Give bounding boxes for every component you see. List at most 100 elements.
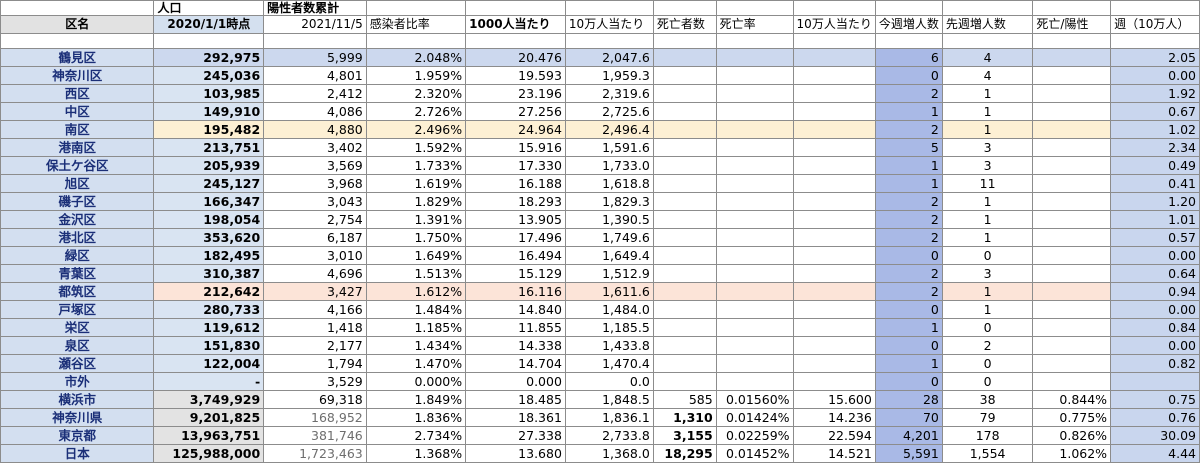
- population-cell[interactable]: 292,975: [153, 48, 265, 67]
- death-positive-ratio-cell[interactable]: [1032, 174, 1112, 193]
- last-week-increase-cell[interactable]: 1: [941, 102, 1034, 121]
- death-positive-ratio-cell[interactable]: [1032, 372, 1112, 391]
- per-100k-cell[interactable]: 1,368.0: [564, 444, 654, 463]
- per-1000-cell[interactable]: 17.496: [465, 228, 566, 247]
- population-cell[interactable]: 9,201,825: [153, 408, 265, 427]
- district-name-cell[interactable]: 南区: [0, 120, 155, 139]
- per-1000-cell[interactable]: 18.485: [465, 390, 566, 409]
- header-district-name[interactable]: 区名: [0, 15, 155, 34]
- deaths-per-100k-cell[interactable]: [792, 228, 876, 247]
- last-week-increase-cell[interactable]: 3: [941, 156, 1034, 175]
- per-100k-cell[interactable]: 1,591.6: [564, 138, 654, 157]
- this-week-increase-cell[interactable]: 1: [874, 174, 943, 193]
- death-rate-cell[interactable]: [715, 102, 794, 121]
- cumulative-positives-cell[interactable]: 1,723,463: [263, 444, 367, 463]
- infection-ratio-cell[interactable]: 0.000%: [365, 372, 467, 391]
- header-deaths-per-100k[interactable]: 10万人当たり: [792, 15, 876, 34]
- header-deaths[interactable]: 死亡者数: [652, 15, 717, 34]
- per-1000-cell[interactable]: 19.593: [465, 66, 566, 85]
- deaths-per-100k-cell[interactable]: 14.236: [792, 408, 876, 427]
- per-1000-cell[interactable]: 15.129: [465, 264, 566, 283]
- cumulative-positives-cell[interactable]: 4,166: [263, 300, 367, 319]
- death-positive-ratio-cell[interactable]: [1032, 246, 1112, 265]
- deaths-per-100k-cell[interactable]: [792, 120, 876, 139]
- per-100k-cell[interactable]: 1,836.1: [564, 408, 654, 427]
- cumulative-positives-cell[interactable]: 168,952: [263, 408, 367, 427]
- weekly-per-100k-cell[interactable]: 0.00: [1110, 246, 1200, 265]
- per-1000-cell[interactable]: 14.704: [465, 354, 566, 373]
- district-name-cell[interactable]: 瀬谷区: [0, 354, 155, 373]
- population-cell[interactable]: 280,733: [153, 300, 265, 319]
- header-top-deaths-per-100k[interactable]: [792, 0, 876, 16]
- this-week-increase-cell[interactable]: 1: [874, 354, 943, 373]
- this-week-increase-cell[interactable]: 28: [874, 390, 943, 409]
- district-name-cell[interactable]: 旭区: [0, 174, 155, 193]
- district-name-cell[interactable]: 日本: [0, 444, 155, 463]
- infection-ratio-cell[interactable]: 1.612%: [365, 282, 467, 301]
- per-1000-cell[interactable]: 20.476: [465, 48, 566, 67]
- district-name-cell[interactable]: 栄区: [0, 318, 155, 337]
- death-rate-cell[interactable]: 0.02259%: [715, 426, 794, 445]
- header-top-per-1000[interactable]: [465, 0, 566, 16]
- cumulative-positives-cell[interactable]: 2,177: [263, 336, 367, 355]
- last-week-increase-cell[interactable]: 178: [941, 426, 1034, 445]
- death-positive-ratio-cell[interactable]: [1032, 66, 1112, 85]
- per-100k-cell[interactable]: 1,959.3: [564, 66, 654, 85]
- last-week-increase-cell[interactable]: 0: [941, 354, 1034, 373]
- infection-ratio-cell[interactable]: 1.391%: [365, 210, 467, 229]
- death-rate-cell[interactable]: [715, 354, 794, 373]
- death-positive-ratio-cell[interactable]: [1032, 120, 1112, 139]
- deaths-cell[interactable]: [652, 282, 717, 301]
- deaths-cell[interactable]: [652, 318, 717, 337]
- last-week-increase-cell[interactable]: 11: [941, 174, 1034, 193]
- per-100k-cell[interactable]: 1,848.5: [564, 390, 654, 409]
- death-positive-ratio-cell[interactable]: [1032, 300, 1112, 319]
- this-week-increase-cell[interactable]: 1: [874, 102, 943, 121]
- infection-ratio-cell[interactable]: 1.619%: [365, 174, 467, 193]
- this-week-increase-cell[interactable]: 4,201: [874, 426, 943, 445]
- deaths-cell[interactable]: [652, 264, 717, 283]
- infection-ratio-cell[interactable]: 1.470%: [365, 354, 467, 373]
- header-top-last-week-increase[interactable]: [941, 0, 1034, 16]
- this-week-increase-cell[interactable]: 0: [874, 336, 943, 355]
- district-name-cell[interactable]: 西区: [0, 84, 155, 103]
- deaths-cell[interactable]: 18,295: [652, 444, 717, 463]
- header-infection-ratio[interactable]: 感染者比率: [365, 15, 467, 34]
- cumulative-positives-cell[interactable]: 3,402: [263, 138, 367, 157]
- last-week-increase-cell[interactable]: 1: [941, 84, 1034, 103]
- empty-cell[interactable]: [263, 33, 367, 49]
- death-positive-ratio-cell[interactable]: [1032, 156, 1112, 175]
- per-100k-cell[interactable]: 2,496.4: [564, 120, 654, 139]
- death-rate-cell[interactable]: 0.01452%: [715, 444, 794, 463]
- deaths-per-100k-cell[interactable]: [792, 156, 876, 175]
- deaths-cell[interactable]: [652, 210, 717, 229]
- empty-cell[interactable]: [365, 33, 467, 49]
- this-week-increase-cell[interactable]: 2: [874, 264, 943, 283]
- death-rate-cell[interactable]: [715, 210, 794, 229]
- deaths-cell[interactable]: [652, 66, 717, 85]
- deaths-cell[interactable]: [652, 246, 717, 265]
- header-cumulative-positives[interactable]: 2021/11/5: [263, 15, 367, 34]
- last-week-increase-cell[interactable]: 1,554: [941, 444, 1034, 463]
- district-name-cell[interactable]: 鶴見区: [0, 48, 155, 67]
- infection-ratio-cell[interactable]: 2.734%: [365, 426, 467, 445]
- empty-cell[interactable]: [0, 33, 155, 49]
- death-positive-ratio-cell[interactable]: 0.844%: [1032, 390, 1112, 409]
- header-death-positive-ratio[interactable]: 死亡/陽性: [1032, 15, 1112, 34]
- last-week-increase-cell[interactable]: 1: [941, 300, 1034, 319]
- death-rate-cell[interactable]: [715, 120, 794, 139]
- deaths-per-100k-cell[interactable]: [792, 48, 876, 67]
- death-rate-cell[interactable]: 0.01560%: [715, 390, 794, 409]
- deaths-cell[interactable]: [652, 48, 717, 67]
- per-1000-cell[interactable]: 16.494: [465, 246, 566, 265]
- weekly-per-100k-cell[interactable]: 4.44: [1110, 444, 1200, 463]
- deaths-cell[interactable]: [652, 102, 717, 121]
- per-1000-cell[interactable]: 17.330: [465, 156, 566, 175]
- weekly-per-100k-cell[interactable]: 30.09: [1110, 426, 1200, 445]
- per-1000-cell[interactable]: 16.116: [465, 282, 566, 301]
- header-last-week-increase[interactable]: 先週増人数: [941, 15, 1034, 34]
- header-top-weekly-per-100k[interactable]: [1110, 0, 1200, 16]
- header-top-death-rate[interactable]: [715, 0, 794, 16]
- per-100k-cell[interactable]: 1,484.0: [564, 300, 654, 319]
- infection-ratio-cell[interactable]: 1.592%: [365, 138, 467, 157]
